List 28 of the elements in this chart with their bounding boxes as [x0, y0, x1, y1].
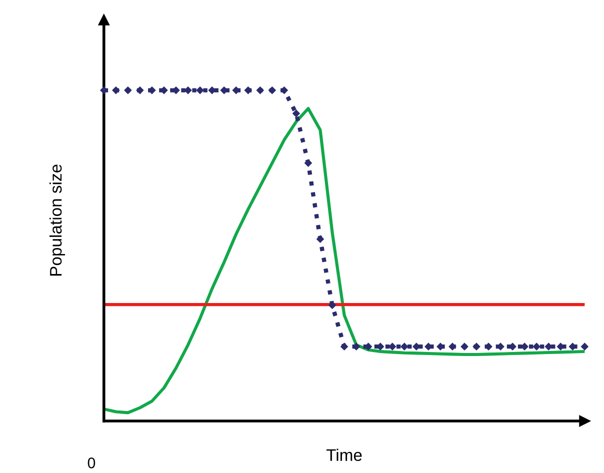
point [581, 342, 588, 350]
point [304, 159, 312, 167]
point [352, 342, 360, 350]
point [316, 235, 324, 243]
point [340, 342, 348, 350]
point [292, 110, 300, 118]
point [136, 86, 144, 94]
point [112, 86, 120, 94]
point [472, 342, 480, 350]
y-axis-title: Population size [49, 164, 65, 276]
point [400, 342, 408, 350]
point [388, 342, 396, 350]
point [532, 342, 540, 350]
point [280, 86, 288, 94]
point [256, 86, 264, 94]
point [244, 86, 252, 94]
point [544, 342, 552, 350]
point [196, 86, 204, 94]
point [184, 86, 192, 94]
point [484, 342, 492, 350]
point [148, 86, 156, 94]
point [448, 342, 456, 350]
x-axis-title: Time [326, 448, 362, 461]
point [328, 302, 336, 309]
point [460, 342, 468, 350]
point [268, 86, 276, 94]
point [124, 86, 132, 94]
text: 0 [88, 458, 96, 468]
